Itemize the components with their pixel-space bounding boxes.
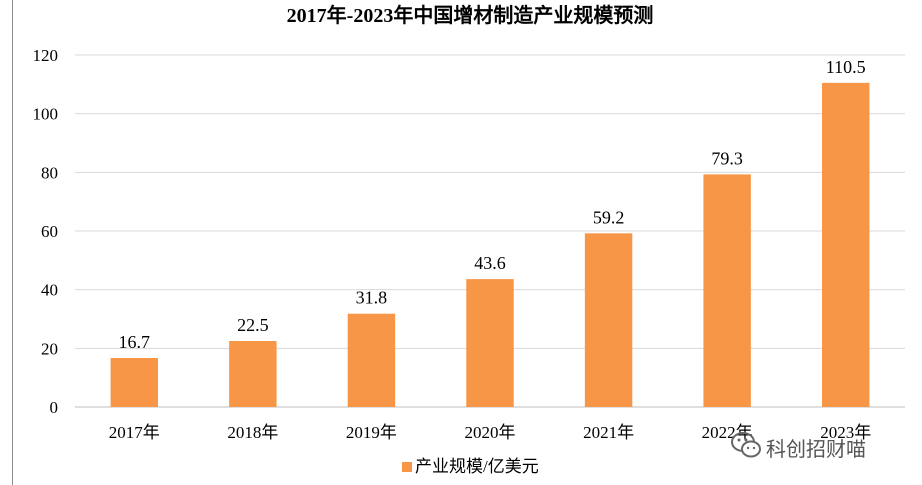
bar [229,341,277,407]
y-tick-label: 40 [41,281,58,300]
x-tick-label: 2018年 [227,423,278,442]
x-tick-label: 2020年 [465,423,516,442]
data-labels: 16.7 22.5 31.8 43.6 59.2 79.3 110.5 [119,57,866,352]
y-tick-label: 100 [33,105,59,124]
y-tick-label: 20 [41,339,58,358]
data-label: 43.6 [474,253,506,273]
bar [466,279,514,407]
y-tick-label: 0 [50,398,59,417]
data-label: 110.5 [826,57,866,77]
x-tick-label: 2017年 [109,423,160,442]
data-label: 22.5 [237,315,269,335]
chart-title: 2017年-2023年中国增材制造产业规模预测 [287,3,654,27]
gridlines [75,54,905,408]
x-tick-label: 2019年 [346,423,397,442]
legend-swatch [402,462,412,472]
bar [703,174,751,407]
watermark-text: 科创招财喵 [766,437,866,461]
data-label: 31.8 [356,288,388,308]
x-tick-label: 2021年 [583,423,634,442]
bar [110,358,158,407]
chart-frame [12,0,922,485]
x-axis-ticks: 2017年 2018年 2019年 2020年 2021年 2022年 2023年 [109,423,871,442]
y-tick-label: 120 [33,46,59,65]
bar [822,82,870,407]
x-tick-label: 2022年 [702,423,753,442]
watermark: 科创招财喵 [730,425,900,465]
wechat-icon [731,432,761,458]
y-axis-ticks: 0 20 40 60 80 100 120 [33,46,59,417]
y-tick-label: 60 [41,222,58,241]
data-label: 59.2 [593,207,625,227]
legend-label: 产业规模/亿美元 [415,457,539,476]
bar [347,313,396,407]
bar [584,233,633,407]
legend: 产业规模/亿美元 [402,457,539,476]
data-label: 16.7 [119,332,151,352]
x-tick-label: 2023年 [820,423,871,442]
data-label: 79.3 [711,148,743,168]
y-tick-label: 80 [41,163,58,182]
bars [110,82,870,407]
